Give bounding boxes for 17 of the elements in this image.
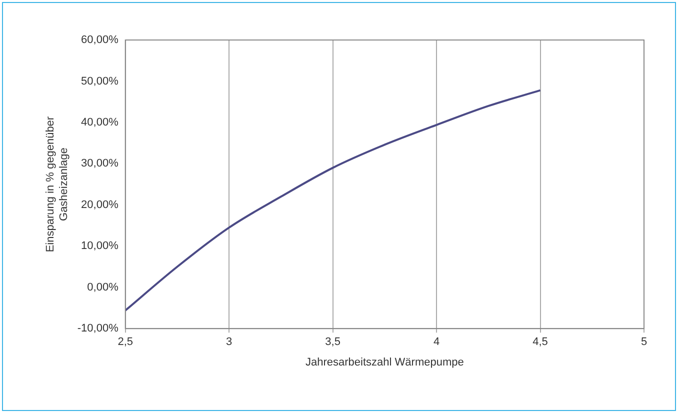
x-tick-label: 4,5 (532, 336, 548, 348)
y-tick-label: 30,00% (81, 158, 119, 170)
x-tick-label: 5 (640, 336, 648, 348)
y-tick-label: 40,00% (81, 116, 119, 128)
x-tick-label: 4 (433, 336, 440, 348)
y-axis-title: Einsparung in % gegenüber Gasheizanlage (44, 116, 70, 252)
y-tick-label: 20,00% (81, 198, 119, 211)
y-tick-label: -10,00% (77, 322, 119, 335)
x-axis-title: Jahresarbeitszahl Wärmepumpe (306, 356, 464, 368)
y-tick-label: 60,00% (81, 34, 119, 46)
x-tick-label: 3 (226, 336, 232, 348)
x-tick-label: 3,5 (325, 336, 340, 348)
x-tick-label: 2,5 (118, 336, 134, 348)
y-tick-label: 10,00% (81, 240, 119, 252)
y-tick-label: 50,00% (81, 75, 119, 88)
y-tick-label: 0,00% (87, 281, 119, 294)
line-series (125, 89, 542, 312)
